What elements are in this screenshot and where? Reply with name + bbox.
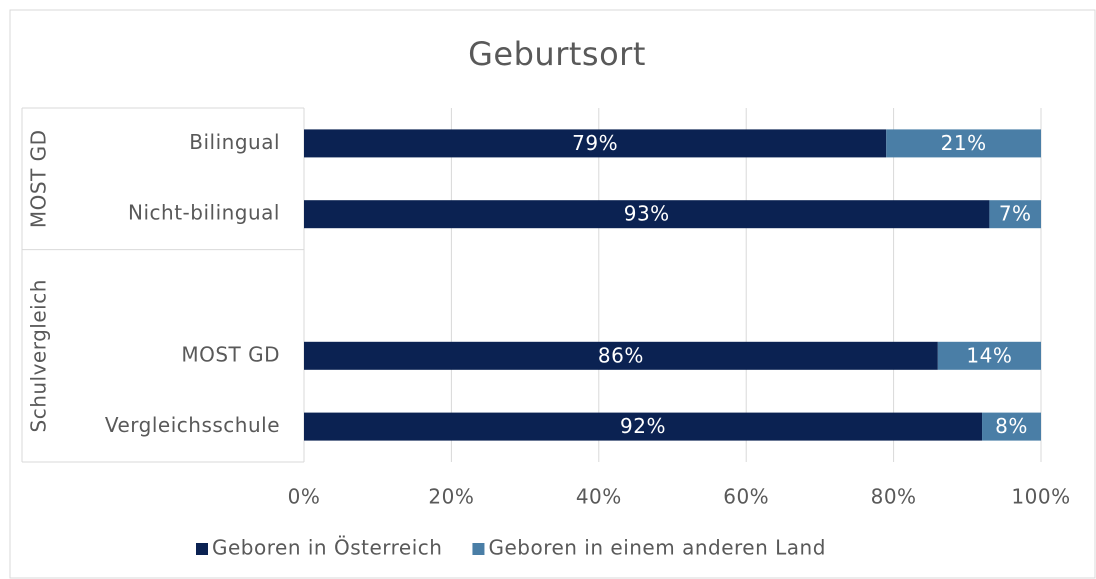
bar-segment — [982, 412, 1041, 441]
legend-label: Geboren in einem anderen Land — [488, 536, 825, 560]
legend-label: Geboren in Österreich — [212, 536, 442, 560]
data-label: 21% — [941, 131, 987, 155]
bar-segment — [304, 200, 990, 229]
category-label: Nicht-bilingual — [128, 201, 280, 225]
data-label: 92% — [620, 414, 666, 438]
x-tick-label: 100% — [1011, 485, 1070, 509]
bar-segment — [886, 129, 1041, 158]
bar-segment — [304, 129, 887, 158]
category-label: Vergleichsschule — [105, 413, 280, 437]
bar-segment — [304, 412, 983, 441]
data-label: 14% — [966, 343, 1012, 367]
data-label: 93% — [624, 202, 670, 226]
chart-frame — [9, 9, 1096, 579]
x-tick-label: 20% — [428, 485, 474, 509]
legend-swatch — [472, 543, 485, 555]
chart-title: Geburtsort — [468, 35, 646, 73]
x-tick-label: 40% — [576, 485, 622, 509]
group-label: Schulvergleich — [27, 279, 51, 432]
data-label: 8% — [995, 414, 1028, 438]
category-label: Bilingual — [189, 130, 280, 154]
x-tick-label: 60% — [723, 485, 769, 509]
data-label: 7% — [999, 202, 1032, 226]
data-label: 79% — [572, 131, 618, 155]
data-label: 86% — [598, 343, 644, 367]
group-label: MOST GD — [27, 129, 51, 228]
bar-segment — [304, 341, 938, 370]
legend-swatch — [196, 543, 208, 555]
category-label: MOST GD — [181, 342, 280, 366]
x-tick-label: 80% — [871, 485, 917, 509]
x-tick-label: 0% — [288, 485, 321, 509]
bar-segment — [937, 341, 1041, 370]
bar-segment — [989, 200, 1041, 229]
